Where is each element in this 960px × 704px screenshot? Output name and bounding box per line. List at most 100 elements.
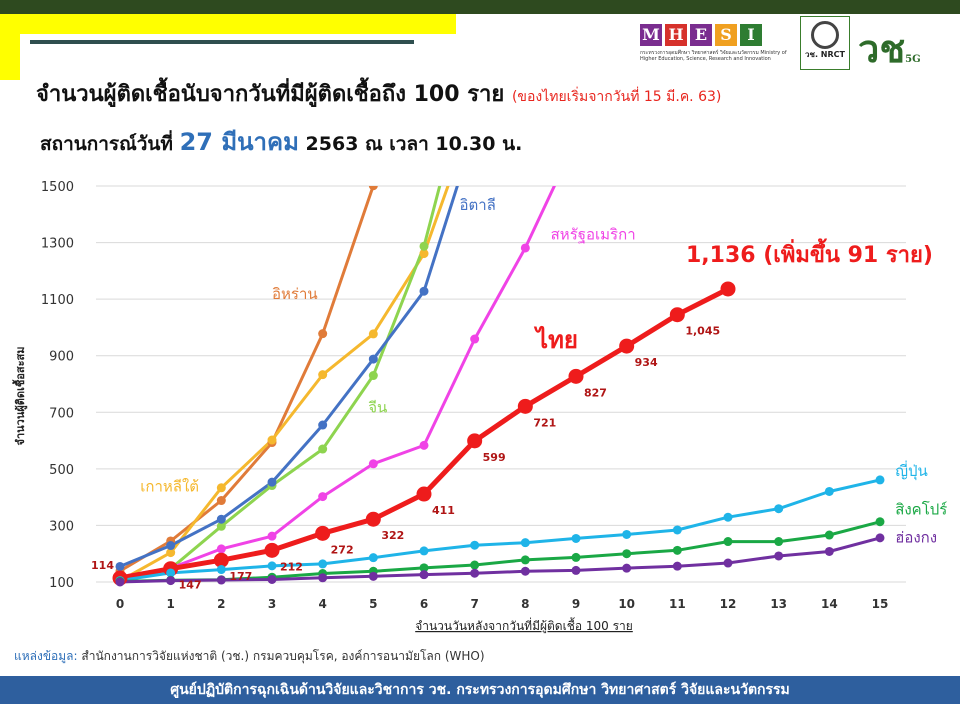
data-point xyxy=(470,334,480,344)
data-point xyxy=(875,475,885,485)
x-tick-label: 12 xyxy=(720,597,737,611)
data-point xyxy=(419,286,429,296)
data-point xyxy=(216,483,226,493)
yellow-accent-bar xyxy=(0,14,456,34)
thai-data-label: 599 xyxy=(483,451,506,464)
thai-data-label: 322 xyxy=(381,529,404,542)
data-point xyxy=(470,568,480,578)
series-name-label: อิหร่าน xyxy=(272,285,318,303)
data-point xyxy=(419,570,429,580)
data-point xyxy=(672,561,682,571)
x-tick-label: 14 xyxy=(821,597,838,611)
data-point xyxy=(875,517,885,527)
series-points xyxy=(112,186,885,587)
nrct-logo: วช. NRCT xyxy=(800,16,850,70)
data-point xyxy=(672,525,682,535)
data-point xyxy=(267,435,277,445)
data-point xyxy=(774,504,784,514)
data-point xyxy=(824,486,834,496)
data-point xyxy=(419,546,429,556)
x-axis-label: จำนวนวันหลังจากวันที่มีผู้ติดเชื้อ 100 ร… xyxy=(415,617,633,634)
data-point xyxy=(723,537,733,547)
data-point xyxy=(571,552,581,562)
data-point xyxy=(216,514,226,524)
x-tick-label: 9 xyxy=(572,597,580,611)
thai-data-label: 934 xyxy=(635,356,658,369)
data-point xyxy=(720,281,736,297)
data-point xyxy=(315,525,331,541)
data-point xyxy=(470,560,480,570)
title-rule xyxy=(30,40,414,44)
source-label: แหล่งข้อมูล: xyxy=(14,649,78,663)
thai-data-label: 827 xyxy=(584,386,607,399)
thai-data-label: 721 xyxy=(533,416,556,429)
data-point xyxy=(619,338,635,354)
x-tick-label: 8 xyxy=(521,597,529,611)
series-line xyxy=(119,536,881,584)
x-tick-label: 13 xyxy=(770,597,787,611)
brand-text: วช xyxy=(858,26,906,71)
data-point xyxy=(467,433,483,449)
data-point xyxy=(774,537,784,547)
y-tick-labels: 100 300 500 700 900 1100 1300 1500 xyxy=(41,180,74,591)
series-name-label: ญี่ปุ่น xyxy=(895,460,928,481)
data-point xyxy=(672,545,682,555)
data-point xyxy=(267,477,277,487)
nrct-text: วช. NRCT xyxy=(805,50,845,59)
y-tick-label: 1300 xyxy=(41,237,74,252)
data-point xyxy=(520,566,530,576)
mhesi-letter: I xyxy=(740,24,762,46)
data-point xyxy=(368,571,378,581)
data-point xyxy=(318,420,328,430)
series-line xyxy=(119,186,450,583)
data-point xyxy=(318,329,328,339)
series-line xyxy=(119,186,375,573)
series-line xyxy=(119,186,557,579)
footer-bar: ศูนย์ปฏิบัติการฉุกเฉินด้านวิจัยและวิชากา… xyxy=(0,676,960,704)
data-point xyxy=(166,541,176,551)
data-point xyxy=(368,371,378,381)
data-point xyxy=(166,568,176,578)
thai-data-label: 177 xyxy=(229,570,252,583)
series-line xyxy=(119,186,442,580)
data-point xyxy=(419,249,429,259)
data-point xyxy=(264,542,280,558)
mhesi-letter: H xyxy=(665,24,687,46)
x-tick-label: 6 xyxy=(420,597,428,611)
data-point xyxy=(365,511,381,527)
data-point xyxy=(824,546,834,556)
data-point xyxy=(166,576,176,586)
data-point xyxy=(216,521,226,531)
y-tick-label: 700 xyxy=(49,406,74,421)
data-point xyxy=(213,552,229,568)
mhesi-letter: M xyxy=(640,24,662,46)
title-main: จำนวนผู้ติดเชื้อนับจากวันที่มีผู้ติดเชื้… xyxy=(36,82,505,107)
data-point xyxy=(368,329,378,339)
data-point xyxy=(216,496,226,506)
subtitle-suffix: 2563 ณ เวลา 10.30 น. xyxy=(305,133,523,155)
x-tick-label: 11 xyxy=(669,597,686,611)
data-point xyxy=(571,533,581,543)
data-point xyxy=(166,548,176,558)
data-point xyxy=(267,574,277,584)
grid xyxy=(96,185,906,583)
source-note: แหล่งข้อมูล: สำนักงานการวิจัยแห่งชาติ (ว… xyxy=(14,647,485,666)
subtitle-date: 27 มีนาคม xyxy=(179,128,299,156)
y-tick-label: 1500 xyxy=(41,180,74,195)
data-point xyxy=(875,533,885,543)
data-point xyxy=(520,555,530,565)
data-point xyxy=(318,492,328,502)
nrct-seal-icon xyxy=(811,21,839,49)
brand-sub: 5G xyxy=(905,54,921,65)
mhesi-caption: กระทรวงการอุดมศึกษา วิทยาศาสตร์ วิจัยและ… xyxy=(640,50,787,62)
data-point xyxy=(520,538,530,548)
thai-data-label: 1,045 xyxy=(685,325,720,338)
thai-series-label: ไทย xyxy=(533,325,578,354)
y-tick-label: 100 xyxy=(49,576,74,591)
mhesi-letter: S xyxy=(715,24,737,46)
series-name-label: อิตาลี xyxy=(459,196,495,214)
data-point xyxy=(267,561,277,571)
